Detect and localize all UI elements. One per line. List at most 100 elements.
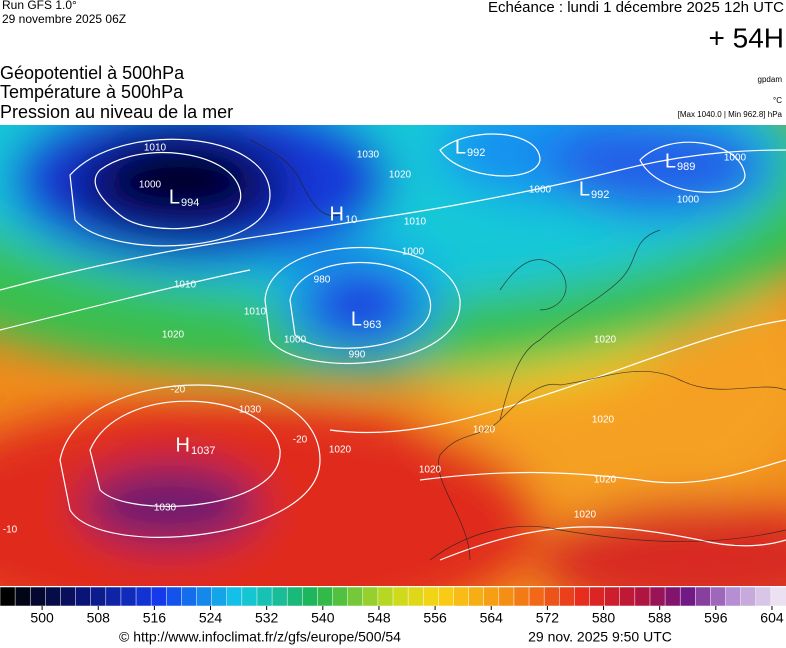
center-value: 992 — [467, 147, 485, 159]
color-swatch — [755, 586, 772, 607]
color-swatch — [649, 586, 666, 607]
center-letter: H — [330, 203, 344, 225]
isobar-label: 1020 — [594, 475, 617, 486]
isobar-label: 1030 — [357, 150, 380, 161]
unit-pressure: [Max 1040.0 | Min 962.8] hPa — [678, 110, 783, 119]
colorbar-label: 532 — [255, 610, 279, 626]
color-swatch — [604, 586, 621, 607]
color-swatch — [29, 586, 47, 607]
isobar-label: 1010 — [174, 280, 197, 291]
color-swatch — [468, 586, 485, 607]
isobar-label: 1020 — [594, 335, 617, 346]
color-swatch — [422, 586, 440, 607]
isobar-label: 990 — [349, 350, 366, 361]
title: Température à 500hPa — [0, 82, 184, 102]
color-swatch — [619, 586, 636, 607]
color-swatch — [438, 586, 455, 607]
colorbar-label: 572 — [536, 610, 560, 626]
isobar-label: 1020 — [162, 330, 185, 341]
isobar-label: 980 — [314, 275, 331, 286]
color-swatch — [302, 586, 319, 607]
color-swatch — [513, 586, 530, 607]
color-swatch — [181, 586, 198, 607]
colorbar-label: 564 — [480, 610, 504, 626]
color-swatch — [634, 586, 651, 607]
colorbar-label: 588 — [648, 610, 672, 626]
color-swatch — [332, 586, 349, 607]
colorbar-label: 596 — [704, 610, 728, 626]
color-swatch — [574, 586, 591, 607]
color-swatch — [90, 586, 107, 607]
color-swatch — [453, 586, 470, 607]
colorbar-label: 556 — [423, 610, 447, 626]
title: Géopotentiel à 500hPa — [0, 63, 185, 83]
isobar-label: 1010 — [144, 143, 167, 154]
run-date: 29 novembre 2025 06Z — [2, 12, 126, 26]
center-value: 1037 — [191, 445, 215, 457]
color-swatch — [528, 586, 545, 607]
color-swatch — [664, 586, 681, 607]
colorbar-label: 548 — [367, 610, 391, 626]
center-letter: H — [176, 434, 190, 456]
isobar-label: 1020 — [329, 445, 352, 456]
color-swatch — [347, 586, 364, 607]
isobar-label: 1020 — [389, 170, 412, 181]
color-swatch — [559, 586, 576, 607]
center-value: 963 — [363, 319, 381, 331]
color-swatch — [695, 586, 712, 607]
color-swatch — [166, 586, 183, 607]
isobar-label: 1000 — [677, 195, 700, 206]
center-letter: L — [579, 178, 590, 200]
center-value: 992 — [591, 189, 609, 201]
color-swatch — [679, 586, 697, 607]
unit-temperature: °C — [773, 96, 782, 105]
colorbar-label: 524 — [199, 610, 223, 626]
isobar-label: -10 — [3, 525, 18, 536]
color-swatch — [135, 586, 152, 607]
coastlines — [249, 139, 786, 561]
color-swatch — [286, 586, 304, 607]
color-swatch — [317, 586, 334, 607]
color-swatch — [498, 586, 515, 607]
isobar-label: 1020 — [592, 415, 615, 426]
colorbar: 500 508 516 524 532 540 548 556 564 572 580 588 596 6… — [0, 586, 786, 626]
source-url: © http://www.infoclimat.fr/z/gfs/europe/… — [119, 629, 401, 645]
lead-time: + 54H — [709, 22, 785, 53]
isobar-label: 1030 — [239, 405, 262, 416]
color-swatch — [75, 586, 92, 607]
center-letter: L — [169, 186, 180, 208]
color-swatch — [377, 586, 394, 607]
color-swatch — [150, 586, 168, 607]
isobar-label: 1000 — [529, 185, 552, 196]
center-letter: L — [665, 150, 676, 172]
isobar-label: 1020 — [574, 510, 597, 521]
color-swatch — [120, 586, 137, 607]
isobar-label: -20 — [171, 385, 186, 396]
unit-geopotential: gpdam — [758, 75, 783, 84]
isobar-label: 1020 — [473, 425, 496, 436]
color-swatch — [271, 586, 288, 607]
isobars — [0, 133, 786, 561]
color-swatch — [483, 586, 500, 607]
center-letter: L — [351, 308, 362, 330]
color-swatch — [589, 586, 606, 607]
valid-time: Echéance : lundi 1 décembre 2025 12h UTC — [488, 0, 784, 16]
colorbar-label: 540 — [311, 610, 335, 626]
color-swatch — [740, 586, 757, 607]
timestamp: 29 nov. 2025 9:50 UTC — [528, 629, 672, 645]
color-swatch — [211, 586, 228, 607]
isobar-label: 1000 — [284, 335, 307, 346]
isobar-label: 1010 — [404, 217, 427, 228]
isobar-label: 1000 — [402, 247, 425, 258]
isobar-label: 1010 — [244, 307, 267, 318]
isobar-label: 1030 — [154, 503, 177, 514]
colorbar-label: 508 — [87, 610, 111, 626]
color-swatch — [196, 586, 213, 607]
color-swatch — [45, 586, 62, 607]
title: Pression au niveau de la mer — [0, 102, 233, 122]
run: Run GFS 1.0° — [2, 0, 77, 12]
color-swatch — [0, 586, 16, 607]
color-swatch — [105, 586, 122, 607]
